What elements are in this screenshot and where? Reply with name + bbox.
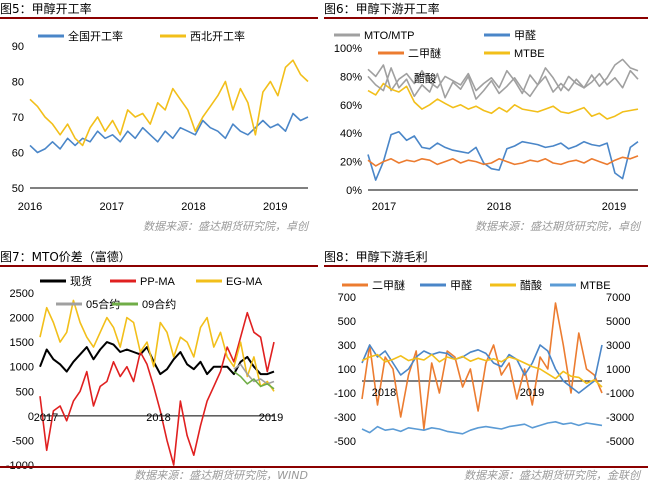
legend-label: 全国开工率 — [68, 29, 123, 43]
panel-fig8: 图8：甲醇下游毛利 -500 -300 -100 100 300 500 700 -5000-… — [324, 248, 648, 484]
chart-title: 图8：甲醇下游毛利 — [324, 250, 428, 264]
chart-title: 图7：MTO价差（富德） — [0, 250, 131, 264]
title-rule — [324, 265, 648, 267]
legend-label: 二甲醚 — [372, 278, 405, 292]
legend-label: 甲醛 — [514, 28, 536, 42]
y-tick-label: 70 — [12, 112, 24, 124]
x-tick-label: 2019 — [602, 201, 626, 213]
title-rule — [324, 17, 648, 19]
series-line-4 — [361, 421, 603, 435]
x-tick-label: 2017 — [372, 201, 396, 213]
y-tick-label: 100 — [338, 364, 356, 376]
legend-label: 05合约 — [86, 297, 120, 311]
y-tick-label: 40% — [340, 128, 362, 140]
y-tick-label: 300 — [338, 340, 356, 352]
series-line-1 — [367, 64, 639, 95]
series-line-5 — [367, 58, 639, 100]
source-note: 数据来源：盛达期货研究院，金联创 — [464, 469, 640, 482]
chart-plot-fig5: 50 60 70 80 90 2016 2017 2018 2019 全国开工率 西北开工率 — [12, 29, 309, 213]
series-line-3 — [367, 155, 639, 167]
legend-label: MTBE — [514, 48, 545, 60]
legend-label: PP-MA — [140, 276, 176, 288]
y-tick-label: 700 — [338, 292, 356, 304]
x-tick-label: 2016 — [18, 201, 42, 213]
y-tick-label: -300 — [334, 412, 356, 424]
y-right-tick-label: -1000 — [606, 388, 634, 400]
footer-rule — [0, 466, 648, 468]
y-tick-label: 1500 — [10, 337, 34, 349]
y-right-tick-label: -3000 — [606, 412, 634, 424]
legend-label: 09合约 — [142, 297, 176, 311]
y-tick-label: 80 — [12, 77, 24, 89]
y-tick-label: 50 — [12, 183, 24, 195]
y-right-tick-label: 7000 — [606, 292, 630, 304]
legend-label: MTBE — [580, 280, 611, 292]
x-tick-label: 2018 — [146, 412, 170, 424]
title-rule — [0, 17, 318, 19]
source-note: 数据来源：盛达期货研究院，卓创 — [143, 220, 308, 233]
x-tick-label: 2018 — [487, 201, 511, 213]
y-right-tick-label: -5000 — [606, 436, 634, 448]
y-tick-label: 0 — [28, 411, 34, 423]
x-tick-label: 2018 — [181, 201, 205, 213]
legend-label: 醋酸 — [520, 278, 542, 292]
y-tick-label: -100 — [334, 388, 356, 400]
x-tick-label: 2019 — [263, 201, 287, 213]
x-tick-label: 2017 — [100, 201, 124, 213]
y-tick-label: 1000 — [10, 362, 34, 374]
chart-plot-fig6: 0% 20% 40% 60% 80% 100% 2017 2018 2019 MTO/MTP 甲醛二… — [334, 28, 639, 213]
chart-title: 图6：甲醇下游开工率 — [324, 2, 440, 16]
series-line-3 — [361, 353, 603, 388]
legend-label: 现货 — [70, 274, 92, 288]
panel-fig6: 图6：甲醇下游开工率 0% 20% 40% 60% 80% 100% 2017 2018 201… — [324, 0, 648, 236]
legend-label: EG-MA — [226, 276, 263, 288]
y-tick-label: -500 — [12, 435, 34, 447]
x-tick-label: 2019 — [520, 387, 544, 399]
panel-fig5: 图5：甲醇开工率 50 60 70 80 90 2016 2017 2018 2019 全国开工率… — [0, 0, 318, 236]
y-tick-label: 90 — [12, 41, 24, 53]
chart-plot-fig7: -1000-5000500100015002000250020172018201… — [6, 274, 283, 472]
y-tick-label: -500 — [334, 436, 356, 448]
series-line-2 — [367, 131, 639, 181]
legend-label: 二甲醚 — [408, 46, 441, 60]
y-tick-label: 20% — [340, 157, 362, 169]
chart-plot-fig8: -500 -300 -100 100 300 500 700 -5000 -3000 -1000 1… — [334, 278, 634, 448]
series-line-5 — [233, 370, 275, 390]
y-tick-label: 2500 — [10, 288, 34, 300]
y-right-tick-label: 1000 — [606, 364, 630, 376]
x-tick-label: 2017 — [34, 412, 58, 424]
series-line-1 — [361, 302, 603, 430]
series-line-4 — [367, 82, 639, 120]
chart-title: 图5：甲醇开工率 — [0, 2, 92, 16]
title-rule — [0, 265, 318, 267]
y-tick-label: 0% — [346, 185, 362, 197]
x-tick-label: 2018 — [372, 387, 396, 399]
series-line-3 — [39, 299, 275, 392]
series-line-1 — [29, 112, 309, 154]
y-tick-label: 500 — [16, 386, 34, 398]
panel-fig7: 图7：MTO价差（富德） -1000-500050010001500200025… — [0, 248, 318, 484]
y-tick-label: 60 — [12, 148, 24, 160]
y-tick-label: 500 — [338, 316, 356, 328]
y-right-tick-label: 5000 — [606, 316, 630, 328]
y-tick-label: 2000 — [10, 313, 34, 325]
legend-label: 西北开工率 — [190, 29, 245, 43]
source-note: 数据来源：盛达期货研究院，WIND — [134, 469, 308, 482]
x-tick-label: 2019 — [259, 412, 283, 424]
y-right-tick-label: 3000 — [606, 340, 630, 352]
legend-label: 醋酸 — [414, 71, 436, 85]
series-line-2 — [29, 59, 309, 147]
legend-label: MTO/MTP — [364, 30, 415, 42]
source-note: 数据来源：盛达期货研究院，卓创 — [475, 220, 640, 233]
y-tick-label: 100% — [334, 43, 362, 55]
series-line-2 — [361, 344, 603, 394]
y-tick-label: 60% — [340, 100, 362, 112]
y-tick-label: 80% — [340, 71, 362, 83]
series-line-2 — [39, 311, 275, 466]
legend-label: 甲醛 — [450, 278, 472, 292]
